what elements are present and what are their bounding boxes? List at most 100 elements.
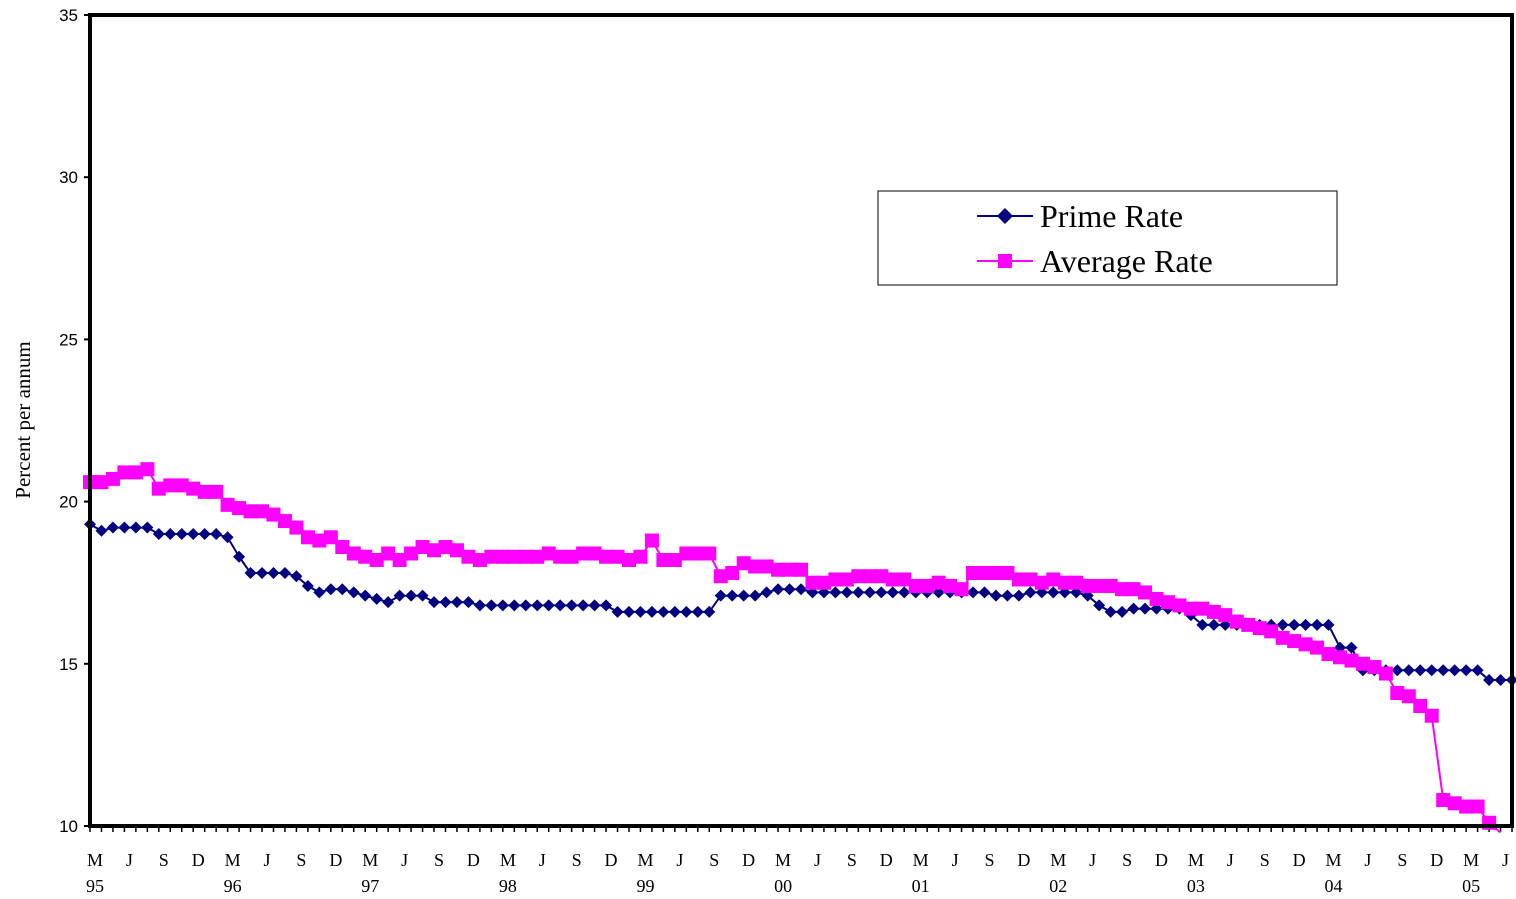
data-point-prime-rate	[1207, 618, 1220, 631]
data-point-average-rate	[621, 552, 636, 567]
data-point-average-rate	[690, 546, 705, 561]
data-point-prime-rate	[622, 605, 635, 618]
data-point-average-rate	[220, 497, 235, 512]
data-point-average-rate	[197, 484, 212, 499]
data-point-prime-rate	[336, 583, 349, 596]
y-tick-label: 35	[59, 6, 78, 25]
data-point-prime-rate	[703, 605, 716, 618]
x-tick-label: S	[1397, 850, 1407, 870]
x-tick-label: D	[1293, 850, 1306, 870]
x-tick-label: M	[362, 850, 378, 870]
x-tick-label: D	[742, 850, 755, 870]
x-tick-label: D	[192, 850, 205, 870]
x-tick-label: J	[814, 850, 821, 870]
data-point-average-rate	[1447, 796, 1462, 811]
data-point-average-rate	[748, 559, 763, 574]
x-tick-label: D	[605, 850, 618, 870]
x-tick-label: M	[1188, 850, 1204, 870]
x-year-label: 00	[774, 876, 792, 896]
x-tick-label: M	[1326, 850, 1342, 870]
data-point-prime-rate	[554, 599, 567, 612]
data-point-average-rate	[128, 465, 143, 480]
data-point-average-rate	[782, 562, 797, 577]
series-line-prime-rate	[89, 523, 1516, 681]
data-point-average-rate	[587, 546, 602, 561]
legend-item-prime-rate: Prime Rate	[977, 198, 1183, 234]
data-point-average-rate	[174, 478, 189, 493]
data-point-prime-rate	[324, 583, 337, 596]
y-axis: 10 15 20 25 30 35	[59, 6, 90, 836]
data-point-average-rate	[507, 549, 522, 564]
legend: Prime Rate Average Rate	[877, 190, 1338, 286]
data-point-average-rate	[449, 543, 464, 558]
legend-box	[877, 190, 1338, 286]
data-point-prime-rate	[1448, 664, 1461, 677]
data-point-average-rate	[209, 484, 224, 499]
x-tick-label: D	[467, 850, 480, 870]
data-point-prime-rate	[95, 524, 108, 537]
data-point-prime-rate	[175, 528, 188, 541]
data-point-prime-rate	[989, 589, 1002, 602]
data-point-average-rate	[816, 575, 831, 590]
data-point-prime-rate	[1276, 618, 1289, 631]
data-point-average-rate	[553, 549, 568, 564]
data-point-prime-rate	[1047, 586, 1060, 599]
data-point-average-rate	[1195, 601, 1210, 616]
x-tick-label: S	[296, 850, 306, 870]
data-point-average-rate	[1390, 685, 1405, 700]
data-point-average-rate	[461, 549, 476, 564]
legend-diamond-icon	[997, 208, 1013, 224]
data-point-average-rate	[977, 565, 992, 580]
data-point-average-rate	[576, 546, 591, 561]
data-point-prime-rate	[370, 592, 383, 605]
x-tick-label: J	[264, 850, 271, 870]
x-tick-label: S	[1122, 850, 1132, 870]
data-point-prime-rate	[634, 605, 647, 618]
x-tick-label: D	[1155, 850, 1168, 870]
data-point-average-rate	[1298, 637, 1313, 652]
data-point-prime-rate	[978, 586, 991, 599]
data-point-average-rate	[1252, 621, 1267, 636]
data-point-average-rate	[232, 501, 247, 516]
x-tick-label: J	[1364, 850, 1371, 870]
data-point-prime-rate	[244, 566, 257, 579]
legend-square-icon	[998, 254, 1012, 268]
data-point-prime-rate	[714, 589, 727, 602]
x-tick-label: J	[1227, 850, 1234, 870]
data-point-average-rate	[1149, 591, 1164, 606]
y-axis-title: Percent per annum	[11, 341, 35, 498]
x-year-label: 03	[1187, 876, 1205, 896]
data-point-prime-rate	[680, 605, 693, 618]
x-tick-label: S	[434, 850, 444, 870]
x-tick-label: J	[676, 850, 683, 870]
data-point-average-rate	[495, 549, 510, 564]
data-point-prime-rate	[1196, 618, 1209, 631]
data-point-prime-rate	[749, 589, 762, 602]
data-point-prime-rate	[450, 596, 463, 609]
data-point-average-rate	[518, 549, 533, 564]
y-tick-label: 15	[59, 655, 78, 674]
data-point-prime-rate	[187, 528, 200, 541]
x-tick-label: J	[952, 850, 959, 870]
data-point-average-rate	[943, 578, 958, 593]
data-point-prime-rate	[393, 589, 406, 602]
data-point-average-rate	[1424, 708, 1439, 723]
data-point-average-rate	[381, 546, 396, 561]
data-point-prime-rate	[141, 521, 154, 534]
data-point-prime-rate	[278, 566, 291, 579]
legend-label-average-rate: Average Rate	[1040, 243, 1213, 279]
data-point-prime-rate	[1494, 674, 1507, 687]
data-point-average-rate	[94, 475, 109, 490]
data-point-average-rate	[541, 546, 556, 561]
data-point-average-rate	[679, 546, 694, 561]
data-point-average-rate	[358, 549, 373, 564]
x-tick-label: D	[1430, 850, 1443, 870]
data-point-prime-rate	[600, 599, 613, 612]
data-point-average-rate	[117, 465, 132, 480]
data-point-average-rate	[920, 578, 935, 593]
data-point-average-rate	[885, 572, 900, 587]
x-tick-label: J	[539, 850, 546, 870]
data-point-average-rate	[472, 552, 487, 567]
